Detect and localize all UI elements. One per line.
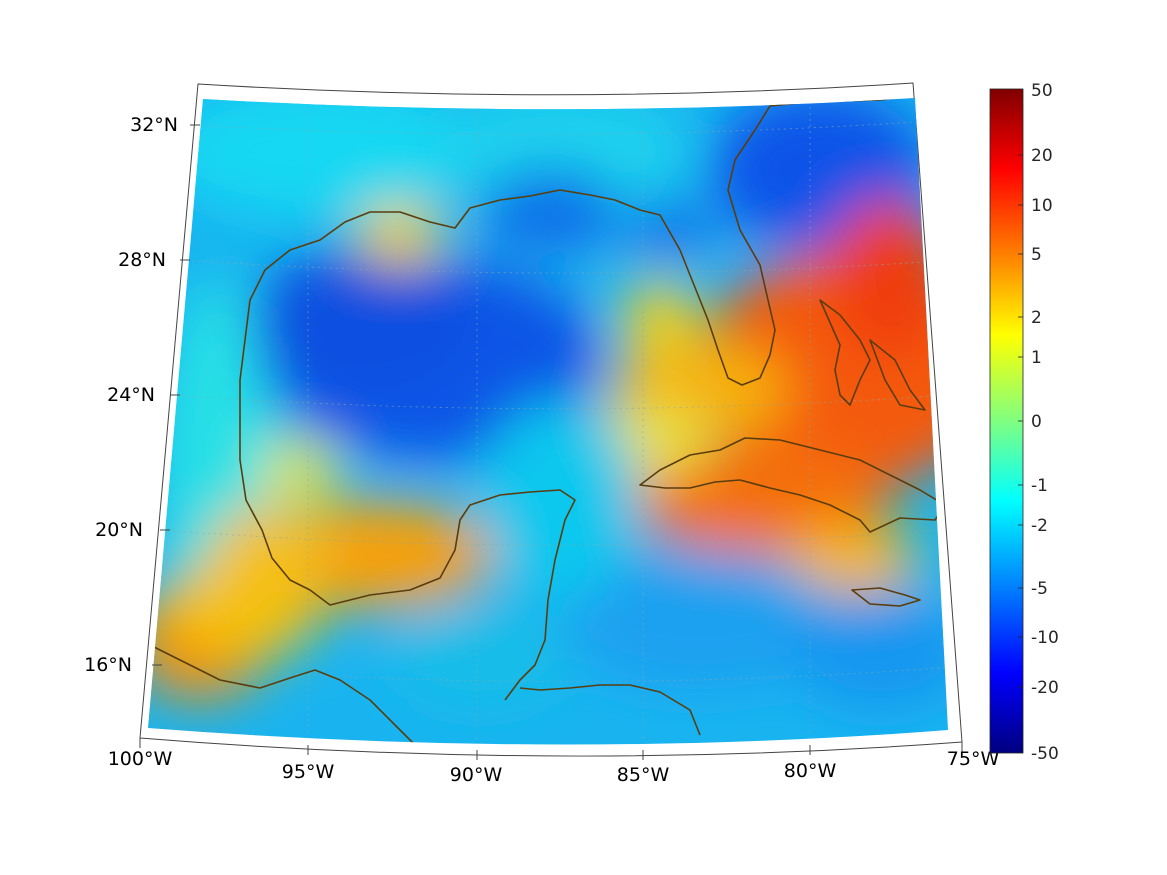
latitude-labels: 32°N 28°N 24°N 20°N 16°N [84, 114, 178, 676]
lat-label: 16°N [84, 654, 132, 676]
lat-label: 32°N [130, 114, 178, 136]
colorbar: 50 20 10 5 2 1 0 -1 -2 -5 -10 -20 -50 [989, 81, 1059, 764]
colorbar-tick-label: 20 [1031, 146, 1053, 166]
lat-label: 24°N [107, 384, 155, 406]
colorbar-tick-label: -1 [1031, 476, 1048, 496]
colorbar-tick-label: 5 [1031, 245, 1042, 265]
colorbar-tick-label: 0 [1031, 412, 1042, 432]
lon-label: 75°W [947, 748, 1000, 770]
lon-label: 85°W [617, 764, 670, 786]
lon-label: 95°W [282, 761, 335, 783]
longitude-labels: 100°W 95°W 90°W 85°W 80°W 75°W [108, 748, 1000, 786]
colorbar-tick-label: 50 [1031, 81, 1053, 101]
colorbar-tick-label: -50 [1031, 744, 1059, 764]
colorbar-tick-label: 10 [1031, 196, 1053, 216]
lat-label: 28°N [118, 249, 166, 271]
colorbar-tick-label: -2 [1031, 516, 1048, 536]
lat-label: 20°N [95, 519, 143, 541]
lon-label: 80°W [784, 760, 837, 782]
colorbar-gradient [989, 88, 1024, 754]
lon-label: 90°W [450, 764, 503, 786]
lon-label: 100°W [108, 748, 173, 770]
colorbar-tick-label: 2 [1031, 308, 1042, 328]
colorbar-tick-label: -10 [1031, 628, 1059, 648]
colorbar-tick-label: -5 [1031, 579, 1048, 599]
colorbar-tick-label: -20 [1031, 678, 1059, 698]
frame-ticks [139, 124, 963, 760]
graticule [151, 98, 948, 745]
anomaly-field [148, 98, 948, 745]
colorbar-tick-label: 1 [1031, 348, 1042, 368]
coastlines [149, 98, 946, 745]
